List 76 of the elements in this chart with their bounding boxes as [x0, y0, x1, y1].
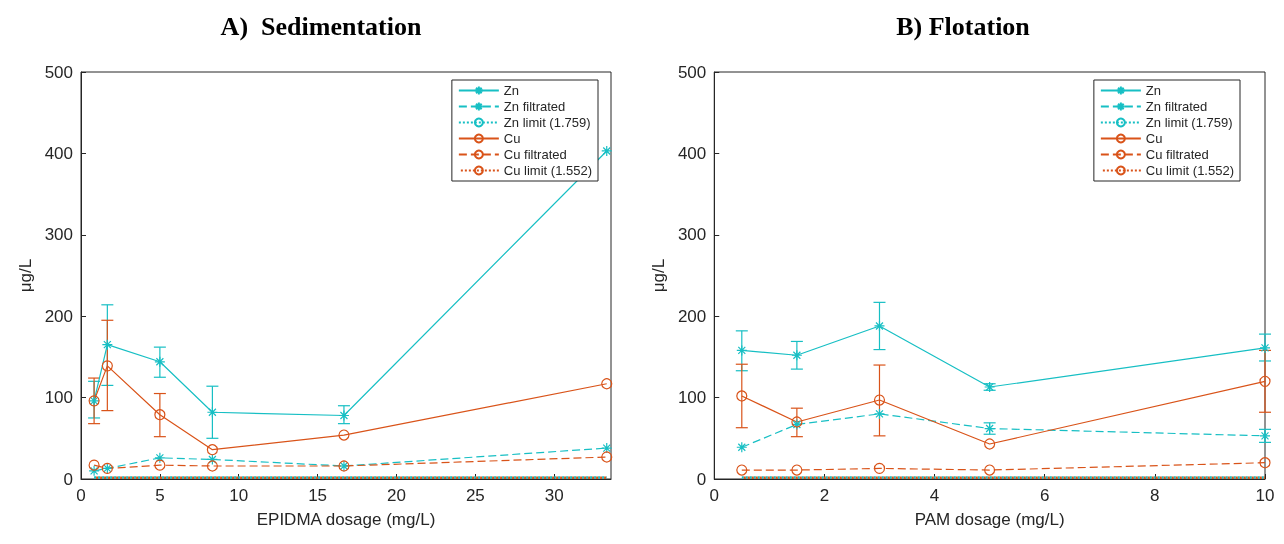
- point: [154, 409, 166, 421]
- point: [88, 459, 100, 471]
- x-tick-label: 6: [1039, 486, 1050, 505]
- point: [791, 349, 803, 361]
- legend-label: Cu limit (1.552): [1145, 163, 1234, 178]
- x-tick-label: 15: [308, 486, 328, 505]
- legend-label: Zn limit (1.759): [503, 115, 591, 130]
- y-axis-title: μg/L: [649, 258, 668, 293]
- point: [206, 453, 218, 466]
- point: [154, 459, 166, 471]
- point: [601, 451, 613, 463]
- legend-label: Cu filtrated: [503, 147, 567, 162]
- point: [601, 442, 613, 454]
- x-tick-label: 0: [709, 486, 719, 505]
- point: [154, 356, 166, 368]
- y-tick-label: 500: [44, 62, 73, 82]
- y-tick-label: 400: [677, 143, 707, 163]
- point: [601, 378, 613, 390]
- x-tick-label: 2: [819, 486, 830, 505]
- point: [873, 320, 886, 332]
- x-tick-label: 5: [155, 486, 165, 505]
- point: [984, 464, 996, 476]
- point: [736, 344, 748, 356]
- x-tick-label: 4: [929, 486, 940, 505]
- point: [984, 438, 996, 450]
- y-axis-title: μg/L: [15, 258, 35, 293]
- x-axis-title: PAM dosage (mg/L): [914, 510, 1065, 529]
- chart-title: A) Sedimentation: [220, 11, 422, 41]
- point: [338, 429, 350, 441]
- point: [736, 390, 748, 402]
- point: [1259, 342, 1271, 354]
- x-tick-label: 8: [1150, 486, 1160, 505]
- x-tick-label: 10: [229, 486, 249, 505]
- point: [601, 145, 613, 157]
- x-tick-label: 30: [544, 486, 564, 505]
- legend-label: Cu filtrated: [1145, 147, 1209, 162]
- legend-label: Cu limit (1.552): [503, 163, 592, 178]
- y-tick-label: 200: [44, 306, 73, 326]
- point: [873, 462, 886, 475]
- chart-title: B) Flotation: [896, 11, 1031, 41]
- legend-label: Zn: [1145, 83, 1162, 98]
- point: [1259, 457, 1271, 469]
- y-tick-label: 0: [696, 469, 707, 489]
- y-tick-label: 100: [44, 388, 73, 408]
- point: [873, 408, 886, 420]
- point: [206, 444, 218, 456]
- point: [736, 441, 748, 453]
- y-tick-label: 300: [677, 225, 707, 245]
- point: [736, 464, 748, 476]
- x-tick-label: 10: [1255, 486, 1275, 505]
- y-tick-label: 300: [44, 225, 73, 245]
- legend-label: Zn filtrated: [503, 99, 566, 114]
- y-tick-label: 100: [677, 388, 707, 408]
- point: [154, 452, 166, 464]
- x-axis-title: EPIDMA dosage (mg/L): [256, 510, 436, 529]
- point: [1259, 375, 1271, 387]
- legend-label: Zn filtrated: [1145, 99, 1208, 114]
- point: [338, 409, 350, 422]
- legend-label: Zn limit (1.759): [1145, 115, 1233, 130]
- point: [101, 339, 113, 351]
- legend-label: Cu: [1145, 131, 1163, 146]
- legend-label: Zn: [503, 83, 520, 98]
- point: [88, 465, 100, 477]
- legend-label: Cu: [503, 131, 521, 146]
- point: [206, 460, 218, 472]
- point: [206, 406, 218, 418]
- point: [873, 394, 886, 406]
- y-tick-label: 200: [677, 306, 707, 326]
- y-tick-label: 400: [44, 143, 73, 163]
- point: [791, 464, 803, 476]
- point: [101, 360, 113, 372]
- x-tick-label: 25: [465, 486, 485, 505]
- x-tick-label: 20: [387, 486, 406, 505]
- y-tick-label: 500: [677, 62, 707, 82]
- y-tick-label: 0: [63, 469, 73, 489]
- x-tick-label: 0: [76, 486, 86, 505]
